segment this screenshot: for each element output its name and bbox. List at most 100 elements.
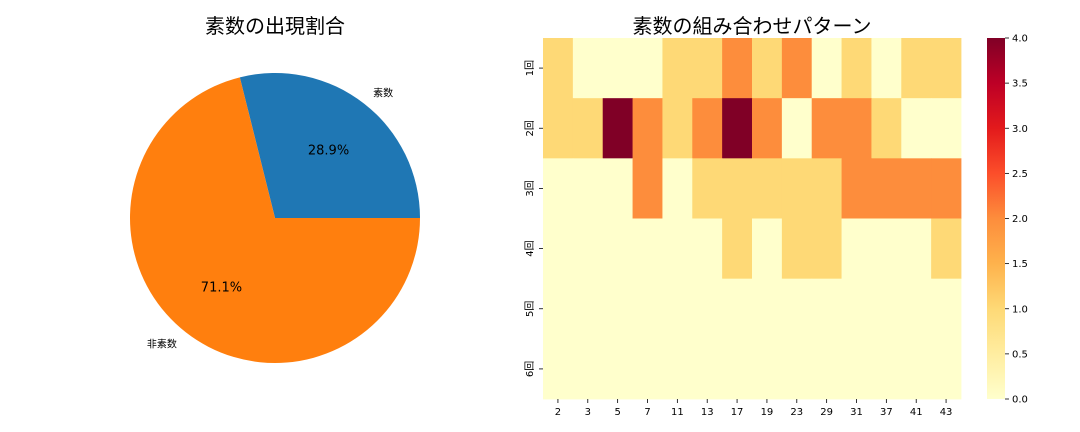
heatmap-cell — [662, 338, 693, 400]
y-tick-label: 6回 — [524, 361, 536, 377]
heatmap-cell — [662, 218, 693, 280]
heatmap-cell — [841, 218, 872, 280]
pie-percent-label: 71.1% — [201, 281, 242, 296]
heatmap-cell — [722, 338, 753, 400]
heatmap-cell — [692, 278, 723, 340]
heatmap-cell — [931, 98, 962, 159]
heatmap-cell — [602, 338, 633, 400]
colorbar-ticks: 0.0 0.5 1.0 1.5 2.0 2.5 3.0 3.5 4.0 — [1005, 34, 1028, 406]
x-tick-label: 31 — [850, 407, 863, 418]
heatmap-cell — [543, 38, 574, 99]
heatmap-cell — [692, 98, 723, 159]
heatmap-cell — [722, 278, 753, 340]
heatmap-cell — [871, 338, 902, 400]
x-tick-label: 2 — [555, 407, 561, 418]
heatmap-cell — [752, 158, 783, 219]
heatmap-cell — [931, 338, 962, 400]
heatmap-cell — [752, 98, 783, 159]
heatmap-cell — [841, 98, 872, 159]
pie-percent-label: 28.9% — [308, 143, 349, 158]
heatmap-cell — [572, 278, 604, 340]
heatmap-cell — [811, 38, 842, 99]
heatmap-cell — [871, 38, 902, 99]
heatmap-cell — [841, 38, 872, 99]
y-tick-label: 3回 — [524, 180, 536, 196]
colorbar-tick-label: 1.5 — [1012, 259, 1028, 270]
heatmap-cell — [572, 218, 604, 280]
heatmap-cell — [811, 98, 842, 159]
heatmap-cell — [662, 98, 693, 159]
heatmap-cell — [811, 278, 842, 340]
heatmap-cell — [602, 158, 633, 219]
heatmap-cell — [811, 218, 842, 280]
heatmap-cell — [662, 278, 693, 340]
heatmap-cell — [543, 158, 574, 219]
heatmap-cell — [841, 278, 872, 340]
heatmap-cell — [572, 338, 604, 400]
heatmap-cell — [752, 38, 783, 99]
heatmap-cell — [632, 218, 663, 280]
heatmap-cell — [931, 38, 962, 99]
heatmap-cell — [692, 38, 723, 99]
pie-slices: 28.9% 素数 71.1% 非素数 — [129, 72, 420, 363]
pie-category-label: 非素数 — [147, 338, 177, 351]
heatmap-cell — [662, 38, 693, 99]
x-tick-label: 23 — [790, 407, 803, 418]
x-tick-label: 5 — [614, 407, 620, 418]
heatmap-cell — [722, 218, 753, 280]
heatmap-cell — [841, 158, 872, 219]
heatmap-cell — [871, 98, 902, 159]
heatmap-cell — [901, 158, 932, 219]
colorbar-tick-label: 3.5 — [1012, 79, 1028, 90]
heatmap-cell — [752, 338, 783, 400]
pie-slice — [129, 77, 420, 363]
colorbar-tick-label: 2.5 — [1012, 169, 1028, 180]
colorbar-tick-label: 3.0 — [1012, 124, 1028, 135]
heatmap-cell — [692, 338, 723, 400]
pie-chart: 素数の出現割合 28.9% 素数 71.1% 非素数 — [129, 14, 420, 363]
heatmap-cell — [632, 98, 663, 159]
x-tick-label: 13 — [701, 407, 714, 418]
y-tick-label: 4回 — [524, 240, 536, 256]
heatmap-cell — [781, 218, 813, 280]
heatmap-cell — [722, 38, 753, 99]
heatmap-cell — [572, 98, 604, 159]
heatmap-cell — [752, 278, 783, 340]
heatmap-cell — [632, 38, 663, 99]
x-tick-label: 17 — [731, 407, 744, 418]
colorbar-tick-label: 1.0 — [1012, 304, 1028, 315]
heatmap-cell — [901, 338, 932, 400]
heatmap-cell — [662, 158, 693, 219]
heatmap-cell — [781, 98, 813, 159]
x-tick-label: 37 — [880, 407, 893, 418]
heatmap-cell — [931, 218, 962, 280]
x-tick-label: 7 — [644, 407, 650, 418]
x-tick-label: 3 — [585, 407, 591, 418]
heatmap-cell — [901, 98, 932, 159]
heatmap-cell — [572, 38, 604, 99]
heatmap-cell — [901, 278, 932, 340]
heatmap-x-ticks: 2 3 5 7 11 13 17 19 23 29 31 37 41 43 — [555, 399, 952, 418]
heatmap-cell — [602, 218, 633, 280]
y-tick-label: 2回 — [524, 120, 536, 136]
heatmap-y-ticks: 1回 2回 3回 4回 5回 6回 — [524, 60, 543, 377]
heatmap-cell — [632, 158, 663, 219]
heatmap-cell — [632, 278, 663, 340]
colorbar-tick-label: 0.0 — [1012, 395, 1028, 406]
heatmap-cell — [602, 38, 633, 99]
heatmap-cell — [602, 278, 633, 340]
heatmap-cell — [722, 98, 753, 159]
y-tick-label: 1回 — [524, 60, 536, 76]
heatmap-cell — [543, 278, 574, 340]
heatmap-cell — [811, 338, 842, 400]
x-tick-label: 19 — [761, 407, 774, 418]
heatmap-cell — [632, 338, 663, 400]
heatmap-cell — [931, 158, 962, 219]
heatmap-cell — [871, 158, 902, 219]
heatmap-title: 素数の組み合わせパターン — [633, 14, 872, 38]
heatmap-cell — [811, 158, 842, 219]
heatmap-cell — [543, 218, 574, 280]
heatmap-cell — [781, 338, 813, 400]
colorbar-tick-label: 4.0 — [1012, 34, 1028, 45]
